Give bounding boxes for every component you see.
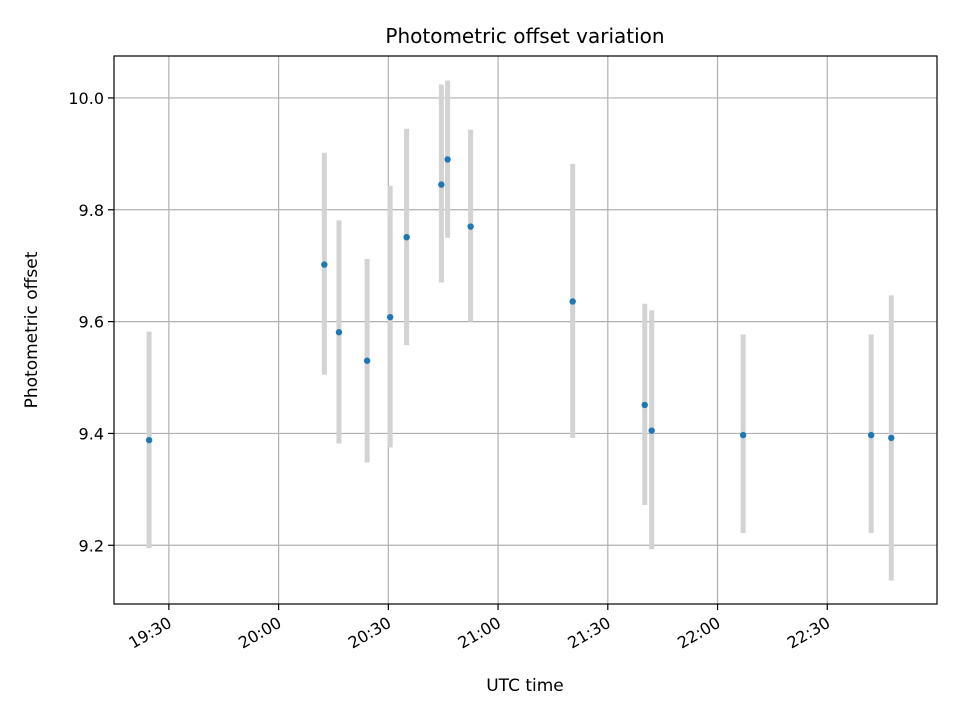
y-tick-label: 9.8 bbox=[79, 201, 104, 220]
chart-title: Photometric offset variation bbox=[385, 24, 664, 48]
y-tick-label: 9.6 bbox=[79, 313, 104, 332]
data-point bbox=[739, 431, 747, 439]
data-point bbox=[569, 298, 576, 305]
data-point bbox=[386, 313, 394, 321]
data-point bbox=[335, 329, 343, 336]
grid-lines bbox=[114, 56, 937, 604]
data-point bbox=[145, 436, 153, 444]
data-point bbox=[321, 261, 328, 268]
data-point bbox=[641, 401, 648, 409]
plot-frame bbox=[113, 55, 938, 605]
data-point bbox=[867, 431, 875, 439]
y-tick-label: 10.0 bbox=[68, 89, 104, 108]
data-points bbox=[145, 156, 895, 444]
x-axis-label: UTC time bbox=[486, 676, 564, 696]
data-point bbox=[403, 233, 410, 241]
data-point bbox=[648, 427, 655, 434]
data-point bbox=[363, 357, 371, 364]
data-point bbox=[438, 181, 445, 188]
y-axis-label: Photometric offset bbox=[22, 251, 42, 408]
y-axis-ticks: 9.2 9.4 9.6 9.8 10.0 bbox=[68, 89, 114, 555]
y-tick-label: 9.4 bbox=[79, 424, 104, 443]
data-point bbox=[444, 156, 451, 163]
data-point bbox=[888, 434, 895, 442]
y-tick-label: 9.2 bbox=[79, 536, 104, 555]
data-point bbox=[467, 223, 474, 230]
